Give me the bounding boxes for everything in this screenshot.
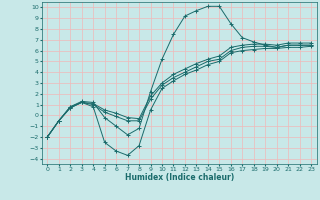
X-axis label: Humidex (Indice chaleur): Humidex (Indice chaleur) — [124, 173, 234, 182]
